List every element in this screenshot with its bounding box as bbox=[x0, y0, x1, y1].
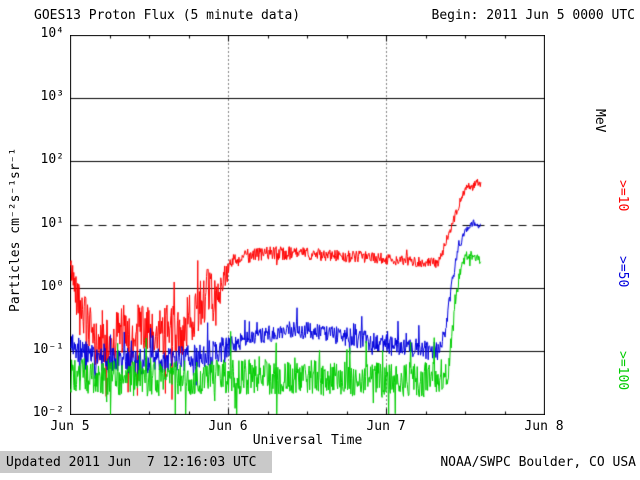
begin-timestamp: Begin: 2011 Jun 5 0000 UTC bbox=[431, 8, 636, 23]
x-axis-label: Universal Time bbox=[252, 433, 363, 448]
credit-label: NOAA/SWPC Boulder, CO USA bbox=[440, 455, 636, 470]
chart-title: GOES13 Proton Flux (5 minute data) bbox=[34, 8, 301, 23]
y-tick-label: 10⁴ bbox=[40, 26, 64, 41]
x-tick-label: Jun 7 bbox=[366, 419, 406, 434]
plot-area bbox=[70, 35, 545, 415]
y-tick-label: 10⁻² bbox=[32, 405, 64, 420]
updated-background bbox=[0, 451, 272, 473]
right-axis-unit-label: MeV bbox=[592, 109, 607, 133]
series-label-ge50: >=50 bbox=[615, 256, 630, 288]
y-tick-label: 10¹ bbox=[40, 216, 64, 231]
updated-timestamp: Updated 2011 Jun 7 12:16:03 UTC bbox=[6, 455, 257, 470]
x-tick-label: Jun 6 bbox=[208, 419, 248, 434]
y-tick-label: 10³ bbox=[40, 89, 64, 104]
series-label-ge100: >=100 bbox=[615, 351, 630, 391]
flux-plot-canvas bbox=[70, 35, 545, 415]
y-tick-label: 10² bbox=[40, 152, 64, 167]
series-label-ge10: >=10 bbox=[615, 180, 630, 212]
y-tick-label: 10⁻¹ bbox=[32, 342, 64, 357]
y-tick-label: 10⁰ bbox=[40, 279, 64, 294]
x-tick-label: Jun 5 bbox=[50, 419, 90, 434]
x-tick-label: Jun 8 bbox=[524, 419, 564, 434]
